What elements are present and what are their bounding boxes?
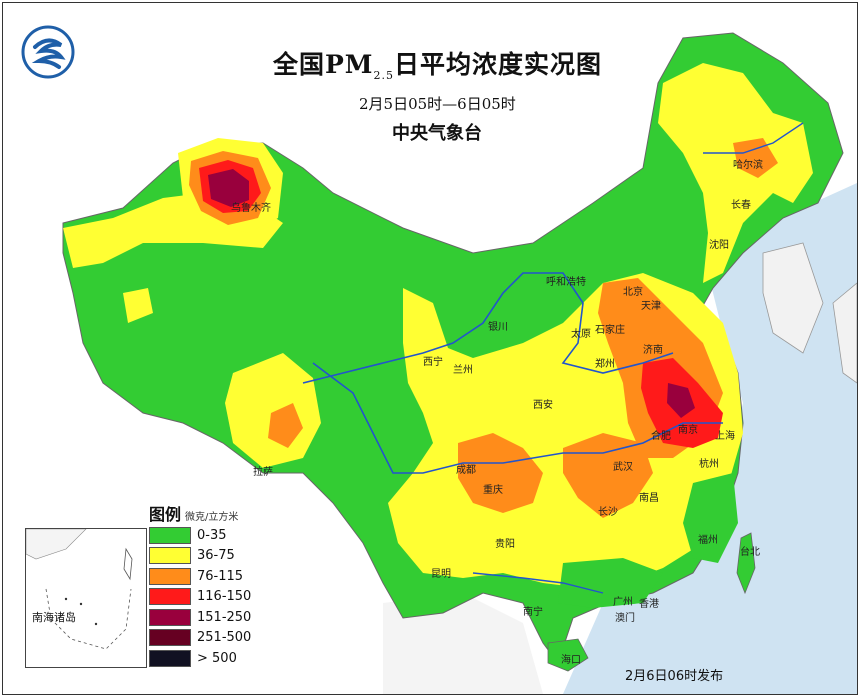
- city-label: 海口: [561, 655, 581, 666]
- city-label: 香港: [639, 599, 659, 610]
- city-label: 沈阳: [709, 240, 729, 251]
- songhua-river: [703, 122, 804, 154]
- legend-rows: 0-35 36-75 76-115 116-150 151-250 251-500 > 50…: [149, 525, 269, 669]
- taiwan-island: [736, 532, 756, 595]
- city-label: 南京: [678, 425, 698, 436]
- zone-0-35-guangdong: [558, 558, 663, 608]
- japan-island: [832, 282, 857, 384]
- city-label: 台北: [740, 547, 760, 558]
- legend-item: 76-115: [149, 566, 269, 587]
- city-label: 上海: [715, 431, 735, 442]
- city-label: 拉萨: [253, 467, 273, 478]
- legend-swatch: [149, 526, 191, 544]
- legend-item: 251-500: [149, 628, 269, 649]
- city-label: 福州: [698, 535, 718, 546]
- cma-logo-icon: [21, 25, 75, 79]
- legend-label: 251-500: [197, 630, 252, 646]
- legend-item: 0-35: [149, 525, 269, 546]
- zone-0-35-fujian: [683, 473, 738, 563]
- zone-36-75-northeast: [658, 63, 813, 283]
- city-label: 西安: [533, 400, 553, 411]
- city-label: 长春: [731, 200, 751, 211]
- city-label: 银川: [488, 322, 508, 333]
- legend-swatch: [149, 588, 191, 606]
- pm25-map: [62, 32, 857, 694]
- city-label: 北京: [623, 287, 643, 298]
- city-label: 郑州: [595, 359, 615, 370]
- release-time: 2月6日06时发布: [625, 669, 724, 684]
- legend-unit: 微克/立方米: [185, 512, 239, 523]
- city-label: 澳门: [615, 613, 635, 624]
- city-label: 石家庄: [595, 325, 625, 336]
- city-label: 天津: [641, 301, 661, 312]
- city-label: 成都: [456, 465, 476, 476]
- city-label: 兰州: [453, 365, 473, 376]
- yellow-river: [302, 272, 674, 384]
- zone-36-75-hexi: [123, 288, 153, 323]
- city-label: 乌鲁木齐: [231, 203, 271, 214]
- legend-item: 36-75: [149, 546, 269, 567]
- legend-item: 116-150: [149, 587, 269, 608]
- neighbor-land-south: [383, 593, 543, 694]
- legend-swatch: [149, 547, 191, 565]
- korea-peninsula: [762, 242, 824, 354]
- map-agency: 中央气象台: [392, 123, 482, 144]
- city-label: 杭州: [699, 459, 719, 470]
- zone-151-250-urumqi: [208, 169, 249, 207]
- city-label: 重庆: [483, 485, 503, 496]
- inset-map: [25, 528, 133, 650]
- map-title: 全国PM2.5日平均浓度实况图: [273, 50, 602, 82]
- map-subtitle: 2月5日05时—6日05时: [359, 95, 516, 113]
- city-label: 呼和浩特: [546, 277, 586, 288]
- city-label: 昆明: [431, 569, 451, 580]
- legend-heading: 图例 微克/立方米: [149, 505, 239, 524]
- legend-label: 116-150: [197, 589, 252, 605]
- city-label: 南昌: [639, 493, 659, 504]
- city-label: 长沙: [598, 507, 618, 518]
- legend-swatch: [149, 608, 191, 626]
- legend-swatch: [149, 649, 191, 667]
- city-label: 哈尔滨: [733, 160, 763, 171]
- city-label: 南宁: [523, 607, 543, 618]
- south-china-sea-inset: 南海诸岛: [25, 528, 147, 668]
- city-label: 济南: [643, 345, 663, 356]
- legend-item: > 500: [149, 648, 269, 669]
- zone-76-115-tibet: [268, 403, 303, 448]
- city-label: 合肥: [651, 431, 671, 442]
- zone-76-115-harbin: [733, 138, 778, 178]
- legend-label: 151-250: [197, 609, 252, 625]
- city-label: 广州: [613, 597, 633, 608]
- legend-item: 151-250: [149, 607, 269, 628]
- hainan-island: [547, 638, 589, 672]
- city-label: 贵阳: [495, 539, 515, 550]
- legend-label: 0-35: [197, 527, 227, 543]
- inset-label: 南海诸岛: [32, 611, 76, 624]
- legend-swatch: [149, 567, 191, 585]
- zone-76-115-hubei-hunan: [563, 433, 653, 518]
- title-subscript: 2.5: [373, 69, 394, 82]
- legend-label: 36-75: [197, 548, 235, 564]
- legend: 图例 微克/立方米 0-35 36-75 76-115 116-150 151-250 25…: [149, 501, 269, 669]
- zone-36-75-tibet: [225, 353, 321, 468]
- pearl-river: [472, 572, 604, 594]
- city-label: 太原: [571, 329, 591, 340]
- city-label: 武汉: [613, 462, 633, 473]
- yangtze-river: [312, 362, 723, 474]
- zone-76-115-sichuan: [458, 433, 543, 513]
- city-label: 西宁: [423, 357, 443, 368]
- legend-label: > 500: [197, 650, 237, 666]
- legend-label: 76-115: [197, 568, 244, 584]
- zone-151-250-anhui: [667, 383, 695, 418]
- legend-swatch: [149, 629, 191, 647]
